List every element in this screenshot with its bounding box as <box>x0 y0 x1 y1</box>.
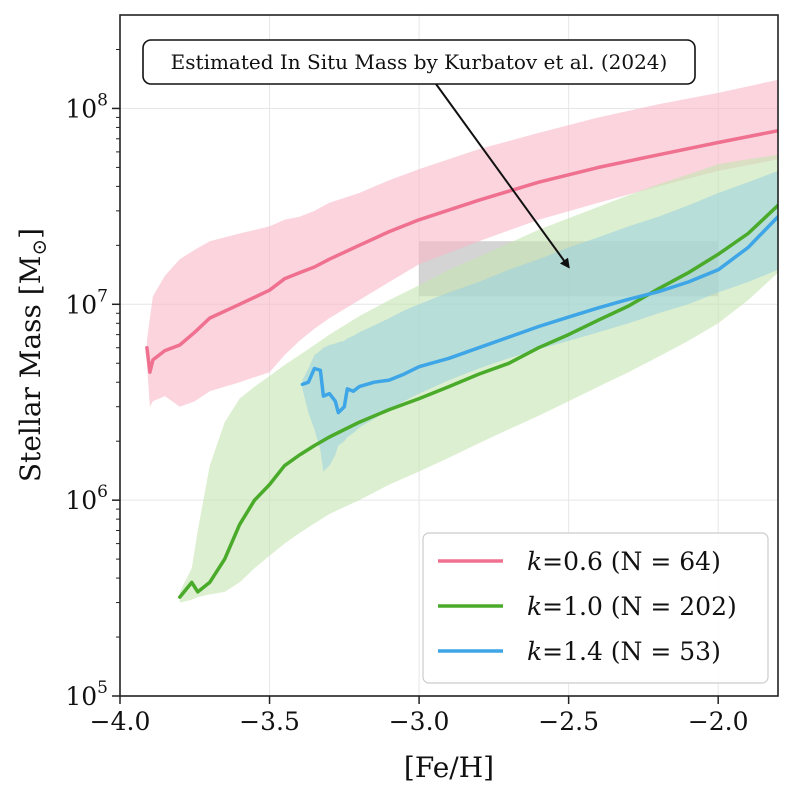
legend: k=0.6 (N = 64)k=1.0 (N = 202)k=1.4 (N = … <box>422 532 769 684</box>
y-axis-label-main: Stellar Mass [M <box>14 256 47 483</box>
y-tick-base: 10 <box>65 682 97 711</box>
y-tick-label: 106 <box>65 482 108 515</box>
annotation: Estimated In Situ Mass by Kurbatov et al… <box>142 39 696 269</box>
y-tick-label: 107 <box>65 286 108 319</box>
annotation-box <box>142 39 696 85</box>
y-tick-label: 108 <box>65 90 108 123</box>
x-tick-label: −2.0 <box>688 707 749 736</box>
y-tick-exponent: 7 <box>97 286 108 306</box>
y-tick-exponent: 8 <box>97 90 108 110</box>
series-line-1.4 <box>300 214 778 415</box>
y-tick-exponent: 5 <box>97 678 108 698</box>
y-tick-base: 10 <box>65 486 97 515</box>
legend-k-symbol: k <box>527 547 542 576</box>
y-axis-label: Stellar Mass [M⊙] <box>14 228 51 482</box>
y-tick-label: 105 <box>65 678 108 711</box>
legend-k-value: =1.0 (N = 202) <box>542 592 737 621</box>
series-line-0.6 <box>145 128 778 374</box>
legend-k-symbol: k <box>527 637 542 666</box>
annotation-text: Estimated In Situ Mass by Kurbatov et al… <box>171 50 668 74</box>
series-band-1.4 <box>302 170 778 472</box>
y-axis-label-close: ] <box>14 228 47 239</box>
x-tick-label: −2.5 <box>538 707 599 736</box>
annotation-arrow <box>435 83 570 269</box>
y-tick-exponent: 6 <box>97 482 108 502</box>
y-axis-label-sub: ⊙ <box>27 239 51 256</box>
legend-label-1.0: k=1.0 (N = 202) <box>527 592 737 621</box>
legend-label-1.4: k=1.4 (N = 53) <box>527 637 721 666</box>
lines-layer <box>145 128 778 599</box>
y-tick-base: 10 <box>65 290 97 319</box>
x-axis-label: [Fe/H] <box>404 751 494 784</box>
legend-k-value: =0.6 (N = 64) <box>542 547 721 576</box>
x-tick-label: −3.5 <box>239 707 300 736</box>
legend-label-0.6: k=0.6 (N = 64) <box>527 547 721 576</box>
x-tick-label: −4.0 <box>90 707 151 736</box>
legend-k-value: =1.4 (N = 53) <box>542 637 721 666</box>
plot-frame <box>119 14 779 697</box>
legend-frame <box>422 532 769 684</box>
x-tick-label: −3.0 <box>389 707 450 736</box>
legend-k-symbol: k <box>527 592 542 621</box>
y-tick-base: 10 <box>65 94 97 123</box>
